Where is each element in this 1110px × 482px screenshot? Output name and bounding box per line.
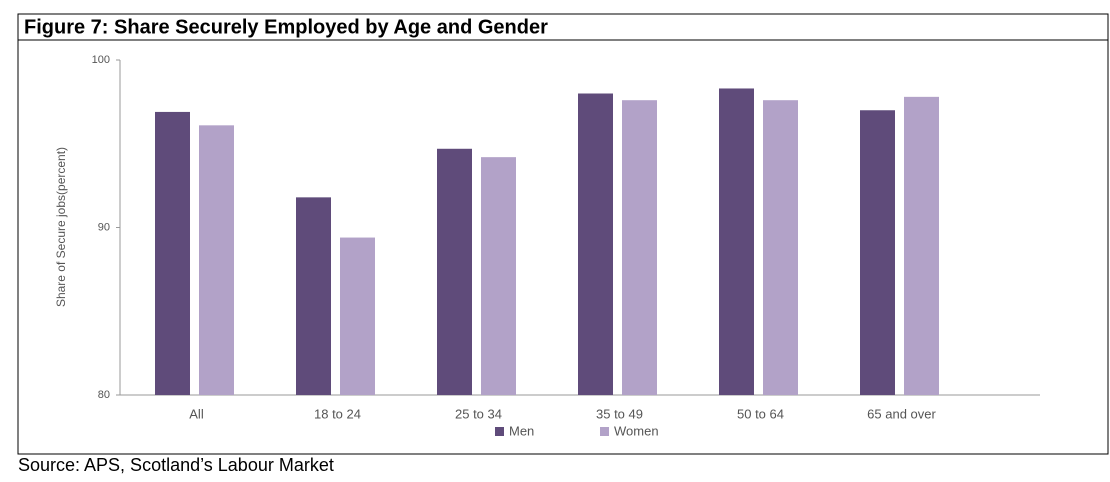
bar (199, 125, 234, 395)
x-tick-label: 50 to 64 (737, 406, 784, 421)
bar (155, 111, 190, 396)
frame (17, 13, 1109, 455)
y-tick-label: 90 (98, 221, 110, 233)
chart-title: Figure 7: Share Securely Employed by Age… (24, 16, 548, 38)
legend-swatch (600, 427, 609, 436)
legend-label: Men (509, 423, 534, 438)
bar (481, 157, 516, 395)
bar (622, 100, 657, 395)
legend-label: Women (614, 423, 659, 438)
x-tick-label: 25 to 34 (455, 406, 502, 421)
y-axis-label: Share of Secure jobs(percent) (54, 147, 68, 307)
bar (437, 148, 472, 395)
legend-swatch (495, 427, 504, 436)
x-tick-label: 65 and over (867, 406, 936, 421)
bar (296, 197, 331, 395)
bar (860, 110, 895, 395)
y-tick-label: 80 (98, 389, 110, 401)
bar (578, 93, 613, 395)
bar (904, 96, 939, 395)
bar (763, 100, 798, 395)
bar (719, 88, 754, 395)
source: Source: APS, Scotland’s Labour Market (18, 455, 334, 475)
x-tick-label: 35 to 49 (596, 406, 643, 421)
bar (340, 237, 375, 395)
x-tick-label: 18 to 24 (314, 406, 361, 421)
y-tick-label: 100 (92, 54, 110, 66)
x-tick-label: All (189, 406, 204, 421)
